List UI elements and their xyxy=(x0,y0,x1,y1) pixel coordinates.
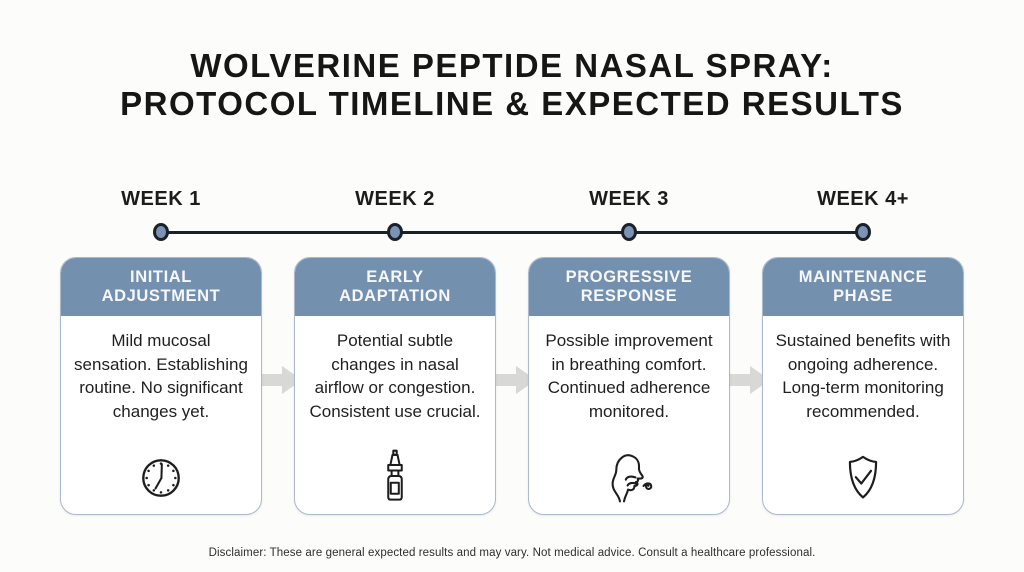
card-progressive-response: PROGRESSIVE RESPONSE Possible improvemen… xyxy=(528,257,730,515)
card-description: Possible improvement in breathing comfor… xyxy=(545,331,713,421)
card-phase-title: EARLY ADAPTATION xyxy=(295,258,495,316)
week-labels: WEEK 1 WEEK 2 WEEK 3 WEEK 4+ xyxy=(60,188,964,211)
right-arrow-icon xyxy=(484,366,536,394)
phase-title-line1: MAINTENANCE xyxy=(798,268,928,286)
card-body: Sustained benefits with ongoing adherenc… xyxy=(763,316,963,514)
timeline-dot-week2 xyxy=(387,223,403,241)
clock-icon xyxy=(134,447,188,505)
card-body: Possible improvement in breathing comfor… xyxy=(529,316,729,514)
phase-title-line1: PROGRESSIVE xyxy=(565,268,693,286)
card-maintenance-phase: MAINTENANCE PHASE Sustained benefits wit… xyxy=(762,257,964,515)
card-body: Mild mucosal sensation. Establishing rou… xyxy=(61,316,261,514)
timeline-dot-week3 xyxy=(621,223,637,241)
timeline-dot-week1 xyxy=(153,223,169,241)
nasal-spray-icon xyxy=(368,447,422,505)
breathing-face-icon xyxy=(598,447,660,505)
right-arrow-icon xyxy=(250,366,302,394)
timeline-line xyxy=(161,231,863,234)
phase-title-line2: ADJUSTMENT xyxy=(101,287,221,305)
phase-cards: INITIAL ADJUSTMENT Mild mucosal sensatio… xyxy=(60,257,964,515)
card-early-adaptation: EARLY ADAPTATION Potential subtle change… xyxy=(294,257,496,515)
page-title: WOLVERINE PEPTIDE NASAL SPRAY: PROTOCOL … xyxy=(0,47,1024,123)
disclaimer-text: Disclaimer: These are general expected r… xyxy=(208,547,816,559)
phase-title-line2: RESPONSE xyxy=(580,287,678,305)
phase-title-line2: ADAPTATION xyxy=(339,287,451,305)
timeline-dot-week4 xyxy=(855,223,871,241)
card-initial-adjustment: INITIAL ADJUSTMENT Mild mucosal sensatio… xyxy=(60,257,262,515)
page-title-line1: WOLVERINE PEPTIDE NASAL SPRAY: xyxy=(190,47,834,84)
shield-check-icon xyxy=(836,447,890,505)
phase-title-line2: PHASE xyxy=(833,287,893,305)
right-arrow-icon xyxy=(718,366,770,394)
card-phase-title: INITIAL ADJUSTMENT xyxy=(61,258,261,316)
phase-title-line1: EARLY xyxy=(366,268,424,286)
week-4-label: WEEK 4+ xyxy=(817,188,909,210)
timeline: WEEK 1 WEEK 2 WEEK 3 WEEK 4+ xyxy=(60,188,964,250)
card-description: Potential subtle changes in nasal airflo… xyxy=(309,331,481,421)
week-1-label: WEEK 1 xyxy=(121,188,201,210)
page-title-line2: PROTOCOL TIMELINE & EXPECTED RESULTS xyxy=(120,85,904,122)
timeline-dots xyxy=(60,223,964,241)
week-3-label: WEEK 3 xyxy=(589,188,669,210)
card-phase-title: PROGRESSIVE RESPONSE xyxy=(529,258,729,316)
card-body: Potential subtle changes in nasal airflo… xyxy=(295,316,495,514)
card-description: Mild mucosal sensation. Establishing rou… xyxy=(74,331,248,421)
week-2-label: WEEK 2 xyxy=(355,188,435,210)
card-description: Sustained benefits with ongoing adherenc… xyxy=(775,331,951,421)
phase-title-line1: INITIAL xyxy=(130,268,192,286)
card-phase-title: MAINTENANCE PHASE xyxy=(763,258,963,316)
